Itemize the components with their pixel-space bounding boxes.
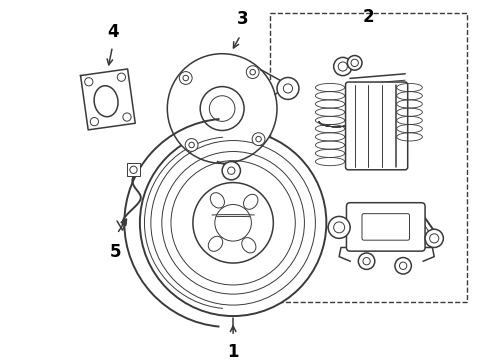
Circle shape — [140, 130, 326, 316]
Bar — [127, 163, 140, 176]
Circle shape — [179, 72, 192, 84]
Ellipse shape — [244, 194, 258, 209]
Circle shape — [130, 166, 137, 174]
Text: 1: 1 — [227, 343, 239, 360]
Circle shape — [85, 78, 93, 86]
Ellipse shape — [210, 193, 224, 208]
Text: 5: 5 — [109, 243, 121, 261]
Circle shape — [347, 55, 362, 70]
Circle shape — [117, 73, 125, 81]
Circle shape — [246, 66, 259, 78]
Circle shape — [425, 229, 443, 247]
Circle shape — [193, 183, 273, 263]
Text: 3: 3 — [237, 10, 248, 28]
Circle shape — [358, 253, 375, 269]
Circle shape — [328, 216, 350, 238]
Circle shape — [222, 162, 241, 180]
Bar — [270, 13, 467, 302]
FancyBboxPatch shape — [362, 214, 410, 240]
FancyBboxPatch shape — [346, 203, 425, 251]
Circle shape — [334, 57, 352, 76]
Circle shape — [123, 113, 131, 121]
Circle shape — [185, 139, 198, 151]
Ellipse shape — [94, 86, 118, 117]
Text: 2: 2 — [363, 8, 374, 26]
Circle shape — [90, 117, 98, 126]
Circle shape — [395, 257, 412, 274]
FancyBboxPatch shape — [345, 82, 408, 170]
Ellipse shape — [208, 236, 222, 251]
Text: 4: 4 — [108, 23, 119, 41]
Circle shape — [167, 54, 277, 163]
Circle shape — [252, 133, 265, 145]
Polygon shape — [80, 69, 135, 130]
Circle shape — [277, 77, 299, 99]
Ellipse shape — [242, 238, 256, 253]
